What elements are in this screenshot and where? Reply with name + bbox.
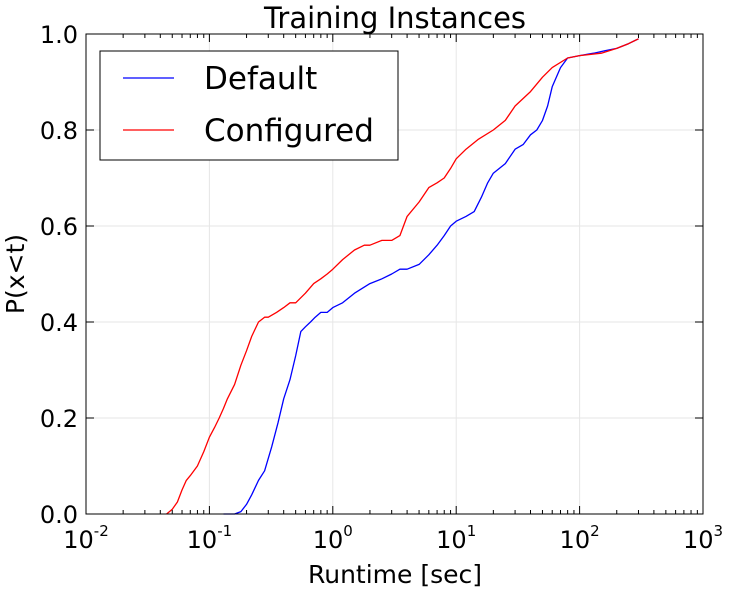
y-tick-label: 0.2: [40, 405, 78, 433]
y-tick-label: 0.4: [40, 309, 78, 337]
y-tick-label: 0.0: [40, 501, 78, 529]
x-axis-label: Runtime [sec]: [308, 560, 482, 589]
x-tick-label: 10-1: [187, 522, 233, 554]
legend-box: [99, 50, 399, 161]
legend-label-default: Default: [204, 61, 317, 97]
x-tick-label: 10-2: [63, 522, 109, 554]
series-line-default: [223, 38, 639, 515]
y-tick-labels: 0.0 0.2 0.4 0.6 0.8 1.0: [40, 21, 78, 529]
plot-frame: [85, 33, 704, 515]
series-lines: [166, 38, 639, 515]
axis-ticks: [85, 33, 704, 515]
x-tick-labels: 10-2 10-1 100 101 102 103: [63, 522, 723, 554]
y-axis-label: P(x<t): [1, 234, 30, 314]
x-tick-label: 102: [560, 522, 600, 554]
y-tick-label: 0.6: [40, 213, 78, 241]
legend: Default Configured: [99, 50, 399, 161]
series-line-configured: [166, 38, 639, 515]
y-tick-label: 1.0: [40, 21, 78, 49]
x-tick-label: 101: [436, 522, 476, 554]
legend-label-configured: Configured: [204, 113, 374, 149]
chart-title: Training Instances: [263, 1, 526, 35]
y-tick-label: 0.8: [40, 117, 78, 145]
x-tick-label: 100: [313, 522, 353, 554]
x-tick-label: 103: [683, 522, 723, 554]
